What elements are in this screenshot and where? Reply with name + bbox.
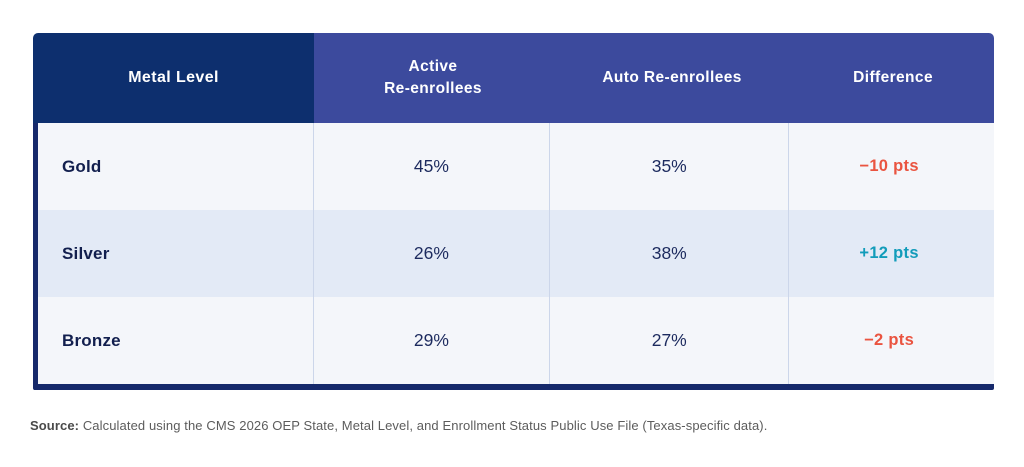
source-text: Calculated using the CMS 2026 OEP State,… (79, 418, 768, 433)
column-header-label: Difference (853, 68, 933, 86)
source-note: Source: Calculated using the CMS 2026 OE… (30, 418, 767, 433)
column-header-difference: Difference (792, 33, 994, 123)
difference-cell: −2 pts (788, 297, 989, 384)
column-header-metal-level: Metal Level (33, 33, 315, 123)
column-header-label: Metal Level (128, 69, 219, 87)
column-header-label-line2: Re-enrollees (384, 80, 482, 97)
metal-level-cell: Silver (62, 243, 110, 263)
auto-re-enrollees-cell: 38% (549, 210, 788, 297)
column-header-label-line1: Active (408, 57, 458, 75)
table-row-silver: Silver 26% 38% +12 pts (38, 210, 994, 297)
active-re-enrollees-cell: 45% (312, 123, 550, 210)
difference-cell: −10 pts (788, 123, 989, 210)
table-row-gold: Gold 45% 35% −10 pts (38, 123, 994, 210)
table-header-row: Metal Level Active Re-enrollees Auto Re-… (33, 33, 994, 123)
auto-re-enrollees-cell: 27% (549, 297, 788, 384)
active-re-enrollees-cell: 26% (312, 210, 550, 297)
difference-cell: +12 pts (788, 210, 989, 297)
active-re-enrollees-cell: 29% (312, 297, 550, 384)
auto-re-enrollees-cell: 35% (549, 123, 788, 210)
metal-level-cell: Gold (62, 156, 102, 176)
column-header-auto-re-enrollees: Auto Re-enrollees (551, 33, 793, 123)
column-header-active-re-enrollees: Active Re-enrollees (314, 33, 552, 123)
re-enrollment-table-figure: Metal Level Active Re-enrollees Auto Re-… (33, 33, 994, 390)
table-body: Gold 45% 35% −10 pts Silver 26% 38% +12 … (33, 123, 994, 390)
source-label: Source: (30, 418, 80, 433)
metal-level-cell: Bronze (62, 330, 121, 350)
table-row-bronze: Bronze 29% 27% −2 pts (38, 297, 994, 384)
column-header-label: Auto Re-enrollees (602, 68, 742, 86)
